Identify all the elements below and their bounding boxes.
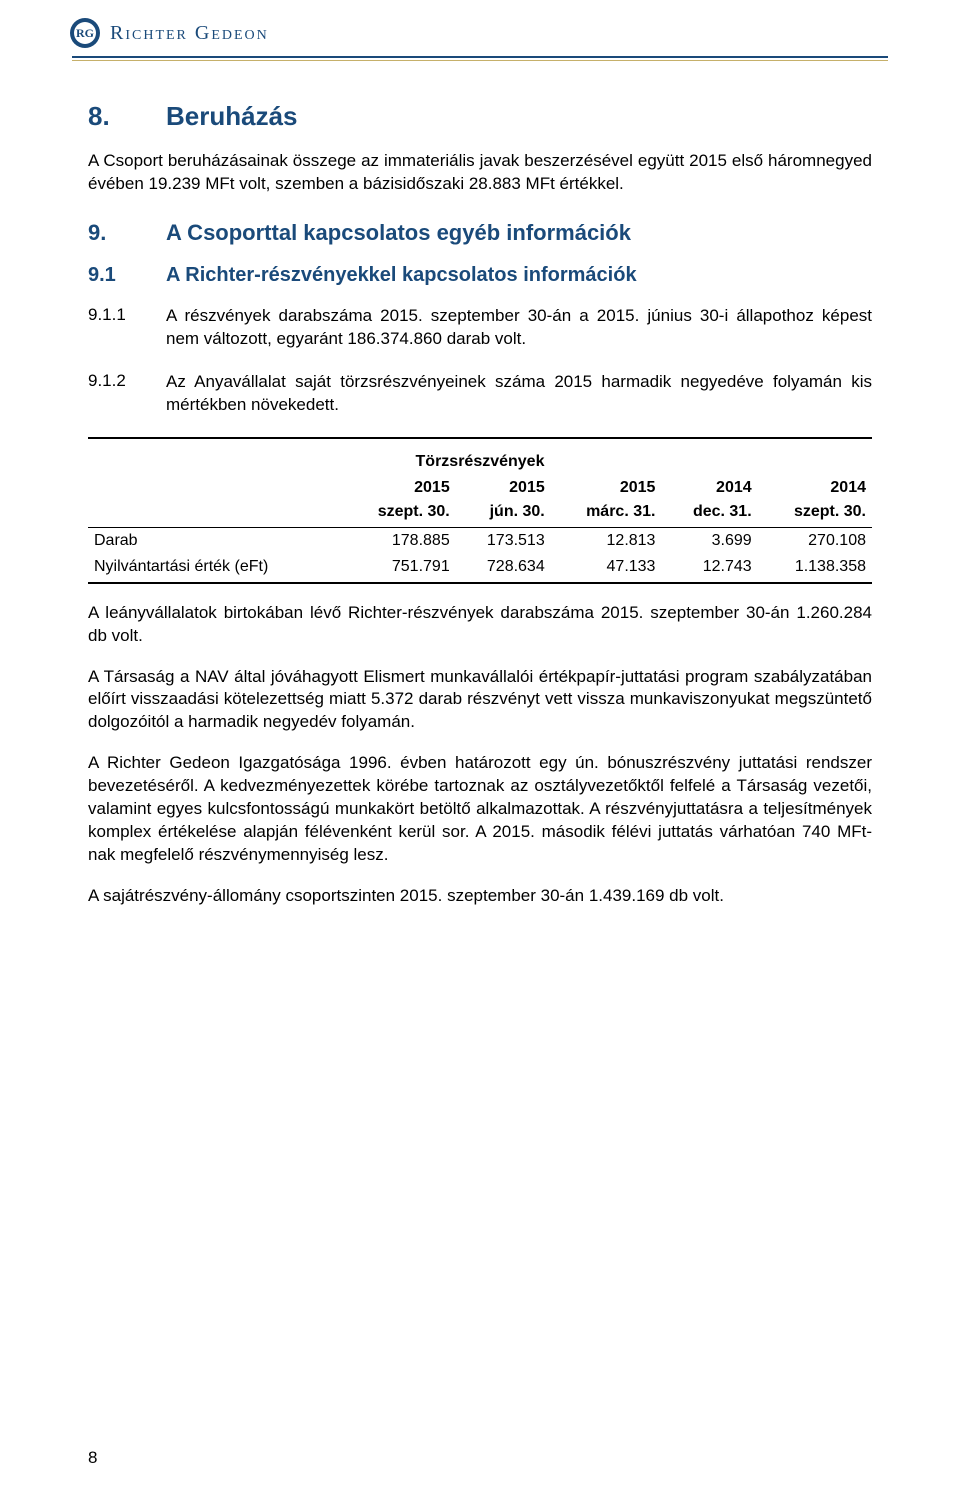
table-row-label: Darab	[88, 527, 341, 554]
section-9-title: A Csoporttal kapcsolatos egyéb informáci…	[166, 220, 631, 246]
table-header-year: 2014	[758, 475, 872, 501]
shares-table: 2015 2015 2015 2014 2014 szept. 30. jún.…	[88, 475, 872, 584]
section-9-1-title: A Richter-részvényekkel kapcsolatos info…	[166, 264, 637, 287]
table-header-year: 2015	[551, 475, 662, 501]
item-9-1-1-text: A részvények darabszáma 2015. szeptember…	[166, 305, 872, 351]
section-8-heading: 8. Beruházás	[88, 101, 872, 132]
section-8-number: 8.	[88, 101, 166, 132]
table-header-year: 2015	[341, 475, 455, 501]
section-9-1-heading: 9.1 A Richter-részvényekkel kapcsolatos …	[88, 264, 872, 287]
section-8-body: A Csoport beruházásainak összege az imma…	[88, 150, 872, 196]
table-header-year: 2014	[661, 475, 757, 501]
table-row: Nyilvántartási érték (eFt) 751.791 728.6…	[88, 554, 872, 583]
table-header-date: márc. 31.	[551, 501, 662, 528]
paragraph-2: A Társaság a NAV által jóváhagyott Elism…	[88, 666, 872, 735]
table-header-date: jún. 30.	[456, 501, 551, 528]
table-header-blank	[88, 475, 341, 501]
company-name: Richter Gedeon	[110, 22, 269, 45]
logo-text: RG	[74, 22, 96, 44]
item-9-1-1-number: 9.1.1	[88, 305, 166, 351]
table-header-blank	[88, 501, 341, 528]
page-number: 8	[88, 1448, 97, 1468]
table-cell: 1.138.358	[758, 554, 872, 583]
table-row-dates: szept. 30. jún. 30. márc. 31. dec. 31. s…	[88, 501, 872, 528]
table-cell: 12.813	[551, 527, 662, 554]
paragraph-1: A leányvállalatok birtokában lévő Richte…	[88, 602, 872, 648]
table-header-date: szept. 30.	[341, 501, 455, 528]
section-9-heading: 9. A Csoporttal kapcsolatos egyéb inform…	[88, 220, 872, 246]
page-header: RG Richter Gedeon	[0, 0, 960, 56]
paragraph-4: A sajátrészvény-állomány csoportszinten …	[88, 885, 872, 908]
table-cell: 270.108	[758, 527, 872, 554]
item-9-1-2-text: Az Anyavállalat saját törzsrészvényeinek…	[166, 371, 872, 417]
table-cell: 728.634	[456, 554, 551, 583]
paragraph-3: A Richter Gedeon Igazgatósága 1996. évbe…	[88, 752, 872, 867]
table-cell: 173.513	[456, 527, 551, 554]
table-row: Darab 178.885 173.513 12.813 3.699 270.1…	[88, 527, 872, 554]
header-rule-primary	[72, 56, 888, 58]
table-cell: 47.133	[551, 554, 662, 583]
table-cell: 178.885	[341, 527, 455, 554]
table-title: Törzsrészvények	[88, 453, 872, 471]
table-header-year: 2015	[456, 475, 551, 501]
table-cell: 3.699	[661, 527, 757, 554]
table-cell: 751.791	[341, 554, 455, 583]
company-logo-icon: RG	[70, 18, 100, 48]
table-row-years: 2015 2015 2015 2014 2014	[88, 475, 872, 501]
table-header-date: szept. 30.	[758, 501, 872, 528]
table-cell: 12.743	[661, 554, 757, 583]
item-9-1-2: 9.1.2 Az Anyavállalat saját törzsrészvén…	[88, 371, 872, 417]
item-9-1-2-number: 9.1.2	[88, 371, 166, 417]
section-9-number: 9.	[88, 220, 166, 246]
section-8-title: Beruházás	[166, 101, 298, 132]
table-row-label: Nyilvántartási érték (eFt)	[88, 554, 341, 583]
item-9-1-1: 9.1.1 A részvények darabszáma 2015. szep…	[88, 305, 872, 351]
table-header-date: dec. 31.	[661, 501, 757, 528]
table-top-rule: Törzsrészvények	[88, 437, 872, 471]
section-9-1-number: 9.1	[88, 264, 166, 287]
